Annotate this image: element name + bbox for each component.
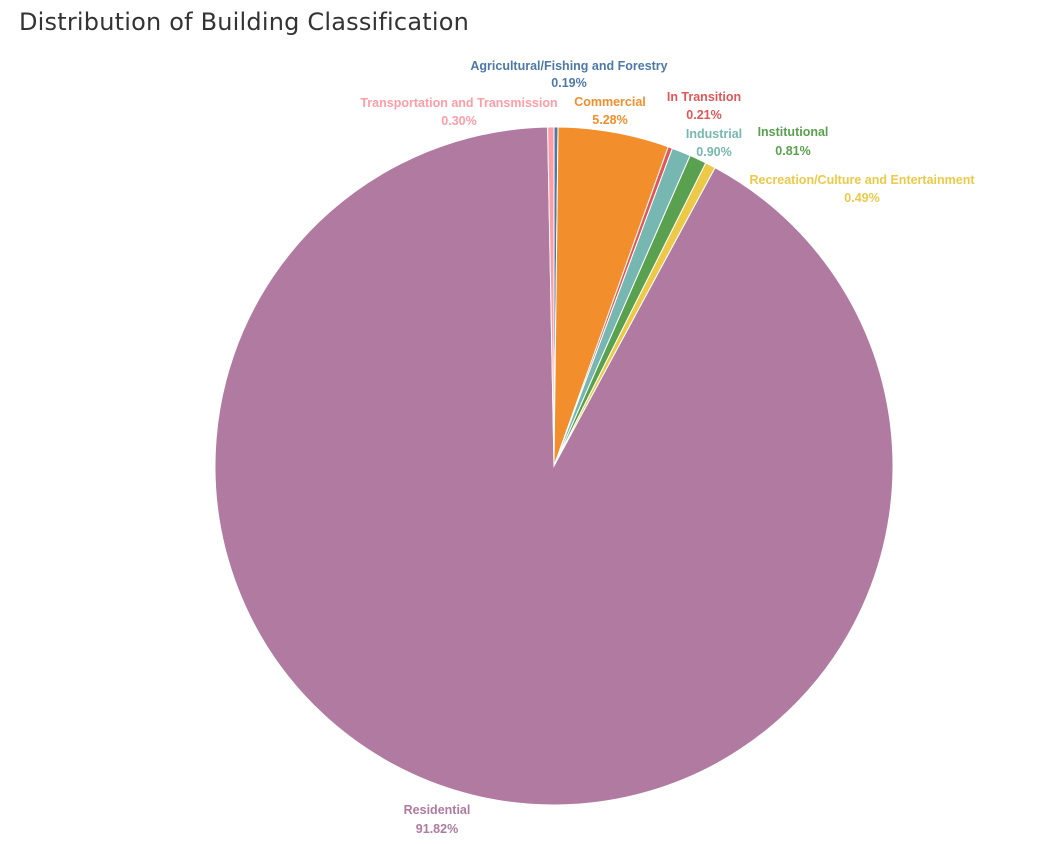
- label-name-recreation-culture-and-entertainment: Recreation/Culture and Entertainment: [749, 173, 975, 187]
- label-value-institutional: 0.81%: [775, 144, 810, 158]
- label-value-in-transition: 0.21%: [686, 108, 721, 122]
- slice-transportation-and-transmission: [547, 126, 555, 467]
- label-value-residential: 91.82%: [416, 822, 458, 836]
- label-value-industrial: 0.90%: [696, 145, 731, 159]
- label-value-recreation-culture-and-entertainment: 0.49%: [844, 191, 879, 205]
- page-title: Distribution of Building Classification: [19, 8, 469, 36]
- label-name-industrial: Industrial: [686, 127, 742, 141]
- pie-slices: [214, 126, 894, 806]
- label-value-agricultural-fishing-and-forestry: 0.19%: [551, 76, 586, 90]
- slice-residential: [214, 126, 894, 806]
- label-name-institutional: Institutional: [758, 125, 829, 139]
- label-name-commercial: Commercial: [574, 95, 646, 109]
- label-value-commercial: 5.28%: [592, 113, 627, 127]
- label-name-in-transition: In Transition: [667, 90, 741, 104]
- label-name-transportation-and-transmission: Transportation and Transmission: [360, 96, 557, 110]
- label-value-transportation-and-transmission: 0.30%: [441, 114, 476, 128]
- label-name-agricultural-fishing-and-forestry: Agricultural/Fishing and Forestry: [470, 59, 667, 73]
- label-name-residential: Residential: [404, 803, 471, 817]
- pie-labels: Agricultural/Fishing and Forestry 0.19% Co…: [360, 59, 975, 836]
